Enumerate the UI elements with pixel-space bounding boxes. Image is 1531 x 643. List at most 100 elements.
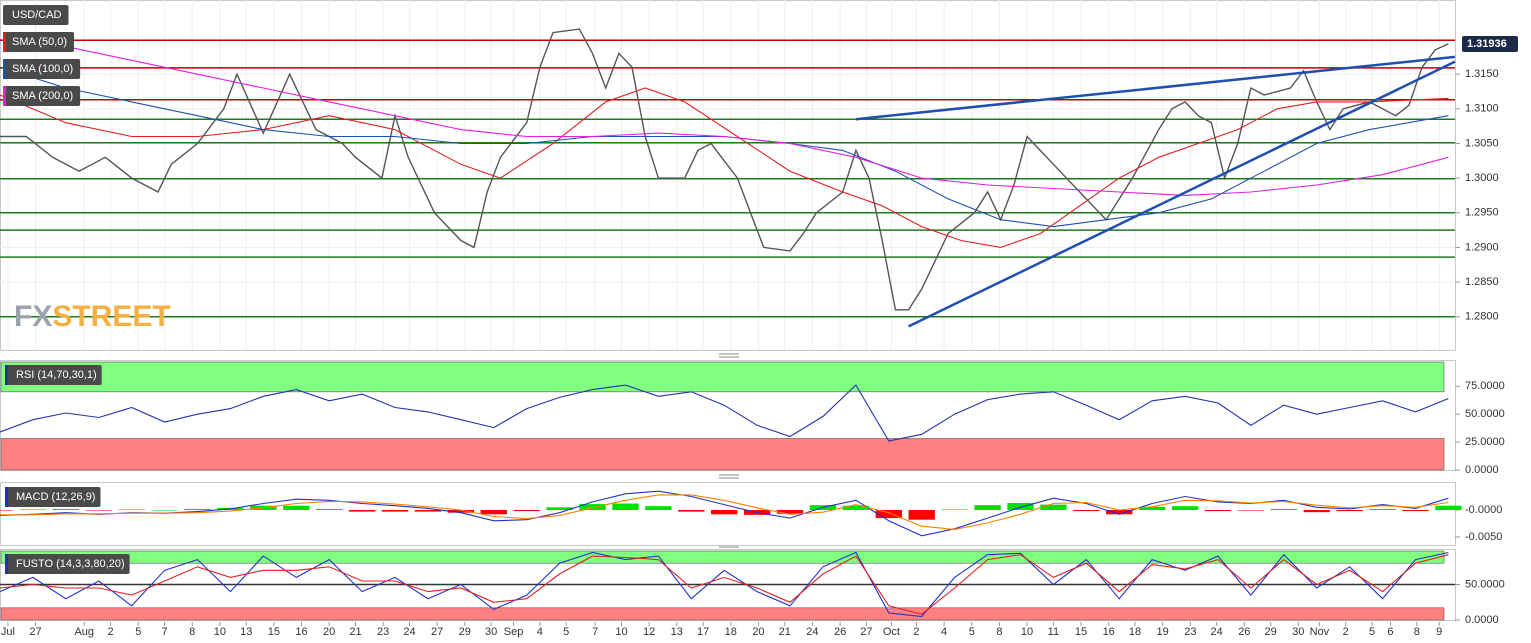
histogram-bar: [1204, 510, 1232, 512]
x-tick-label: 29: [459, 626, 471, 638]
histogram-bar: [678, 510, 705, 512]
x-tick-label: 30: [485, 626, 497, 638]
legend-swatch: [3, 32, 6, 52]
legend-box: [3, 32, 75, 52]
watermark: FXSTREET: [14, 300, 171, 333]
histogram-bar: [348, 510, 376, 512]
histogram-bar: [908, 510, 935, 520]
legend-label: SMA (200,0): [12, 90, 73, 102]
x-tick-label: Nov: [1310, 626, 1330, 638]
x-tick-label: 24: [1211, 626, 1223, 638]
x-tick-label: 16: [1103, 626, 1115, 638]
band: [0, 607, 1445, 621]
x-tick-label: 5: [969, 626, 975, 638]
histogram-bar: [0, 510, 14, 511]
legend-box: [3, 5, 69, 25]
histogram-bar: [414, 510, 442, 512]
x-tick-label: 19: [1157, 626, 1169, 638]
x-tick-label: 24: [806, 626, 818, 638]
histogram-bar: [1369, 508, 1396, 510]
legend-swatch: [3, 59, 6, 79]
legend-label: USD/CAD: [12, 9, 62, 21]
trend-line: [908, 60, 1456, 328]
x-tick-label: 9: [1436, 626, 1442, 638]
histogram-bar: [480, 510, 507, 515]
legend-box: [3, 86, 81, 106]
watermark-fx: FX: [14, 300, 52, 333]
x-tick-label: 21: [779, 626, 791, 638]
x-tick-label: 16: [295, 626, 307, 638]
band: [0, 361, 1445, 393]
last-price-tag: [1462, 35, 1518, 52]
x-tick-label: 23: [377, 626, 389, 638]
y-tick-label: 25.0000: [1465, 436, 1505, 448]
y-tick-label: 0.0000: [1465, 614, 1499, 626]
x-tick-label: 10: [214, 626, 226, 638]
x-tick-label: 5: [135, 626, 141, 638]
histogram-bar: [316, 508, 343, 510]
histogram-bar: [941, 509, 968, 510]
legend-swatch: [5, 365, 8, 385]
y-tick-label: 1.3000: [1465, 172, 1499, 184]
histogram-bar: [1106, 510, 1133, 515]
histogram-bar: [19, 509, 47, 510]
series-line: [0, 384, 1449, 442]
y-tick-label: 1.2850: [1465, 276, 1499, 288]
histogram-bar: [842, 505, 870, 510]
trend-line: [855, 55, 1456, 121]
x-tick-label: 26: [1238, 626, 1250, 638]
panel-title: MACD (12,26,9): [16, 491, 95, 503]
histogram-bar: [645, 506, 672, 510]
x-tick-label: 30: [1292, 626, 1304, 638]
histogram-bar: [85, 510, 112, 511]
x-tick-label: 2: [1343, 626, 1349, 638]
x-tick-label: 26: [834, 626, 846, 638]
x-tick-label: 10: [1021, 626, 1033, 638]
y-tick-label: 75.0000: [1465, 380, 1505, 392]
x-tick-label: 5: [1369, 626, 1375, 638]
legend-box: [5, 365, 102, 385]
y-tick-label: 50.0000: [1465, 578, 1505, 590]
x-tick-label: Aug: [74, 626, 94, 638]
x-tick-label: Sep: [504, 626, 524, 638]
legend-box: [3, 59, 81, 79]
x-tick-label: 20: [323, 626, 335, 638]
x-tick-label: 18: [725, 626, 737, 638]
x-tick-label: 17: [697, 626, 709, 638]
histogram-bar: [1040, 504, 1067, 510]
x-tick-label: 5: [563, 626, 569, 638]
histogram-bar: [381, 510, 409, 512]
legend-swatch: [5, 487, 8, 507]
series-line: [0, 38, 1449, 196]
y-tick-label: 1.3150: [1465, 68, 1499, 80]
histogram-bar: [1336, 510, 1363, 512]
histogram-bar: [612, 503, 639, 510]
y-tick-label: 1.3100: [1465, 103, 1499, 115]
x-tick-label: 11: [1048, 626, 1059, 638]
x-tick-label: 13: [671, 626, 683, 638]
x-tick-label: 23: [1184, 626, 1196, 638]
x-tick-label: 15: [268, 626, 280, 638]
y-tick-label: -0.0000: [1465, 504, 1502, 516]
histogram-bar: [1402, 510, 1429, 512]
x-tick-label: 2: [913, 626, 919, 638]
x-tick-label: 12: [643, 626, 655, 638]
histogram-bar: [1073, 510, 1100, 512]
histogram-bar: [875, 510, 902, 519]
histogram-bar: [1303, 510, 1330, 513]
x-tick-label: 8: [189, 626, 195, 638]
histogram-bar: [974, 505, 1001, 510]
x-tick-label: 4: [537, 626, 543, 638]
y-tick-label: 50.0000: [1465, 408, 1505, 420]
histogram-bar: [513, 510, 540, 512]
x-tick-label: 6: [1387, 626, 1393, 638]
x-tick-label: 10: [615, 626, 627, 638]
histogram-bar: [1237, 510, 1265, 511]
panel-title: FUSTO (14,3,3,80,20): [16, 558, 125, 570]
x-tick-label: 27: [431, 626, 443, 638]
histogram-bar: [1171, 506, 1199, 510]
series-line: [0, 494, 1449, 530]
histogram-bar: [1007, 503, 1034, 510]
x-tick-label: 18: [1129, 626, 1141, 638]
x-tick-label: 8: [1414, 626, 1420, 638]
